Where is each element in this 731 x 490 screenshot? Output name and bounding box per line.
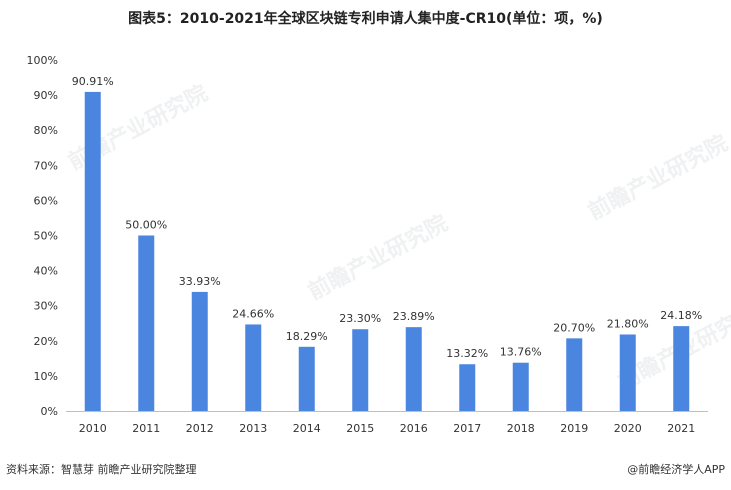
x-tick-label: 2019 (560, 422, 588, 435)
bar (619, 334, 636, 411)
brand-credit: @前瞻经济学人APP (627, 463, 725, 476)
bar (138, 235, 155, 411)
data-label: 50.00% (125, 219, 167, 232)
x-tick-label: 2016 (400, 422, 428, 435)
data-label: 23.30% (339, 312, 381, 325)
bar (512, 362, 529, 411)
y-tick-label: 50% (34, 230, 58, 243)
x-tick-label: 2010 (79, 422, 107, 435)
data-label: 21.80% (607, 317, 649, 330)
data-label: 24.18% (660, 309, 702, 322)
bars (84, 91, 690, 412)
y-tick-label: 70% (34, 159, 58, 172)
bar (84, 91, 101, 412)
data-labels: 90.91% 50.00% 33.93% 24.66% 18.29% 23.30% 23.8… (72, 75, 702, 360)
bar (191, 291, 208, 411)
x-tick-label: 2015 (346, 422, 374, 435)
y-tick-label: 30% (34, 300, 58, 313)
bar (352, 329, 369, 411)
y-tick-label: 60% (34, 194, 58, 207)
x-tick-label: 2017 (453, 422, 481, 435)
y-tick-label: 90% (34, 89, 58, 102)
data-label: 90.91% (72, 75, 114, 88)
data-label: 23.89% (393, 310, 435, 323)
x-tick-label: 2013 (239, 422, 267, 435)
y-tick-label: 0% (41, 405, 58, 418)
data-label: 18.29% (286, 330, 328, 343)
x-axis: 2010 2011 2012 2013 2014 2015 2016 2017 2018 2019… (66, 411, 708, 435)
bar (298, 346, 315, 411)
data-label: 24.66% (232, 307, 274, 320)
bar (566, 338, 583, 411)
x-tick-label: 2014 (293, 422, 321, 435)
chart-title: 图表5：2010-2021年全球区块链专利申请人集中度-CR10(单位：项，%) (128, 11, 603, 27)
bar (245, 324, 262, 411)
y-tick-label: 20% (34, 335, 58, 348)
x-tick-label: 2018 (507, 422, 535, 435)
bar (459, 364, 476, 411)
y-tick-label: 80% (34, 124, 58, 137)
bar (673, 326, 690, 411)
y-tick-label: 100% (27, 54, 58, 67)
bar (405, 327, 422, 411)
data-label: 13.76% (500, 346, 542, 359)
x-tick-label: 2012 (186, 422, 214, 435)
x-tick-label: 2011 (132, 422, 160, 435)
x-tick-label: 2021 (667, 422, 695, 435)
data-label: 20.70% (553, 321, 595, 334)
data-label: 33.93% (179, 275, 221, 288)
data-label: 13.32% (446, 347, 488, 360)
x-tick-label: 2020 (614, 422, 642, 435)
y-axis: 0% 10% 20% 30% 40% 50% 60% 70% 80% 90% 100% (27, 54, 58, 418)
y-tick-label: 40% (34, 265, 58, 278)
source-note: 资料来源：智慧芽 前瞻产业研究院整理 (6, 463, 197, 476)
y-tick-label: 10% (34, 370, 58, 383)
